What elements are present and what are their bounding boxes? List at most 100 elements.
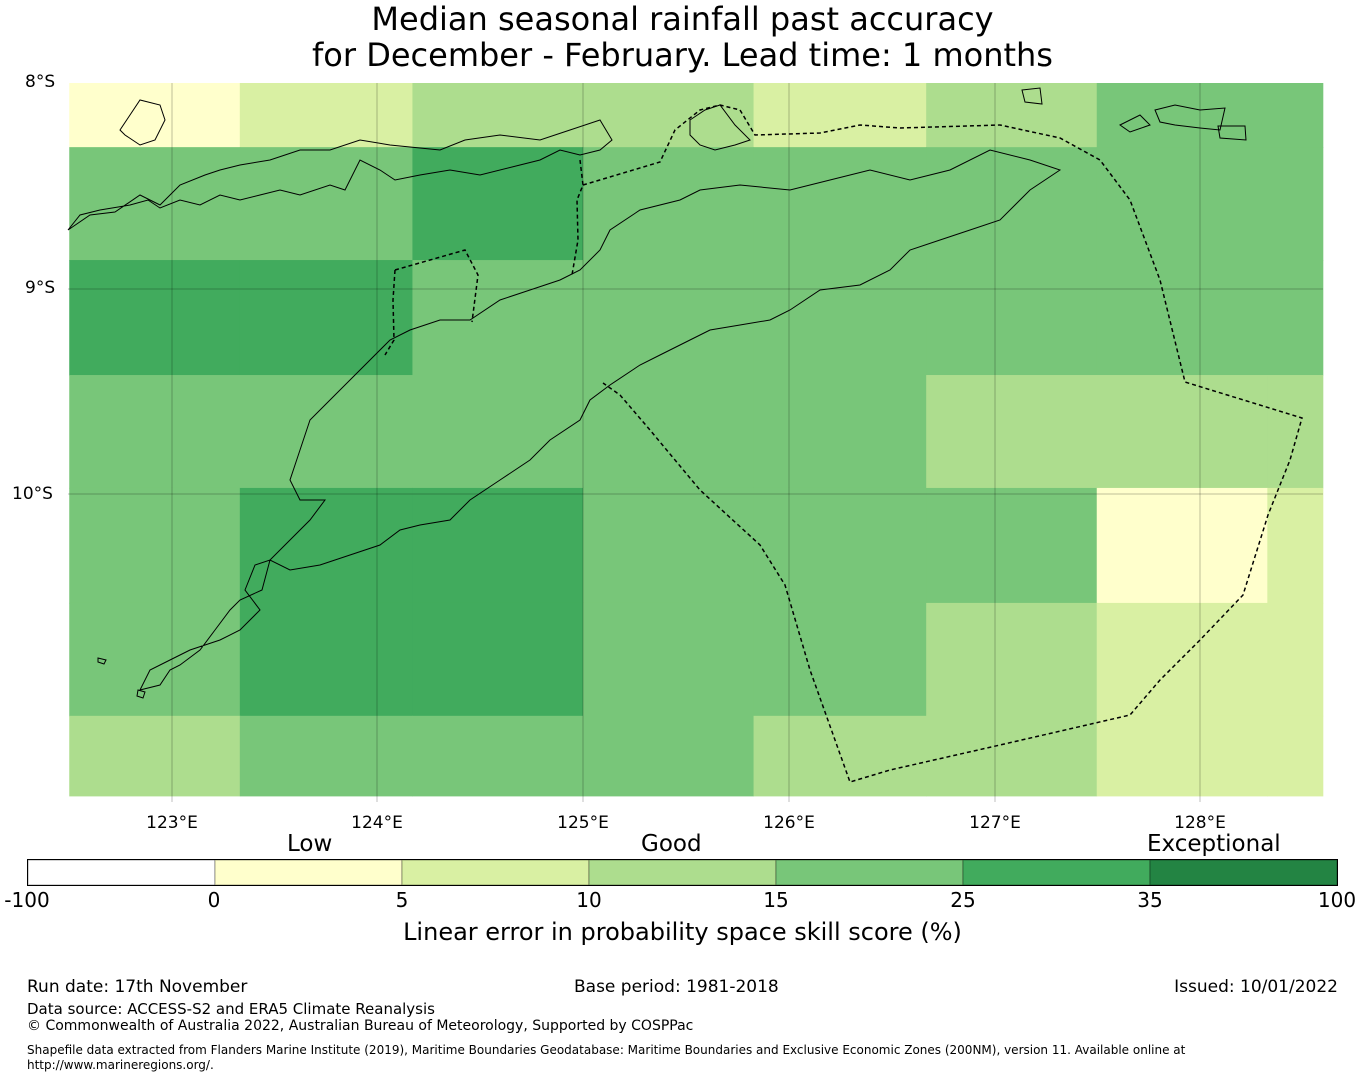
colorbar bbox=[27, 859, 1338, 886]
grid-cell bbox=[753, 260, 927, 376]
grid-cell bbox=[412, 375, 584, 489]
colorbar-tick: 0 bbox=[207, 888, 221, 912]
grid-cell bbox=[239, 375, 413, 489]
grid-cell bbox=[412, 602, 584, 717]
grid-cell bbox=[583, 147, 755, 261]
wetar-island-outline bbox=[689, 104, 751, 151]
grid-cell bbox=[926, 715, 1098, 797]
grid-cell bbox=[1096, 602, 1268, 717]
grid-cell bbox=[1096, 260, 1268, 376]
run-date: Run date: 17th November bbox=[27, 977, 248, 997]
grid-cell bbox=[239, 260, 413, 376]
colorbar-swatch bbox=[27, 859, 216, 886]
copyright: © Commonwealth of Australia 2022, Austra… bbox=[27, 1018, 694, 1034]
grid-cell bbox=[583, 260, 755, 376]
grid-cell bbox=[753, 715, 927, 797]
grid-cell bbox=[239, 715, 413, 797]
lon-label-125e: 125°E bbox=[557, 813, 609, 833]
grid-cell bbox=[69, 260, 241, 376]
lat-label-8s: 8°S bbox=[25, 72, 56, 92]
grid-cell bbox=[583, 715, 755, 797]
lat-label-10s: 10°S bbox=[12, 484, 53, 504]
grid-cell bbox=[69, 487, 241, 604]
colorbar-title: Linear error in probability space skill … bbox=[403, 918, 962, 946]
sawu-islets-outline bbox=[97, 657, 146, 699]
shapefile-credit-line-1: Shapefile data extracted from Flanders M… bbox=[27, 1043, 1186, 1057]
lat-label-9s: 9°S bbox=[25, 278, 56, 298]
main-timor-outline bbox=[139, 149, 1062, 691]
grid-cell bbox=[1267, 147, 1324, 261]
grid-cell bbox=[1096, 83, 1268, 148]
grid-cell bbox=[69, 602, 241, 717]
grid-cell bbox=[1267, 602, 1324, 717]
grid-cell bbox=[1096, 147, 1268, 261]
grid-cell bbox=[926, 147, 1098, 261]
issued-date: Issued: 10/01/2022 bbox=[1174, 977, 1338, 997]
colorbar-swatch bbox=[401, 859, 590, 886]
lon-label-124e: 124°E bbox=[351, 813, 403, 833]
colorbar-tick: -100 bbox=[4, 888, 50, 912]
grid-cell bbox=[1096, 715, 1268, 797]
kisar-island-outline bbox=[1021, 87, 1043, 105]
grid-cell bbox=[1267, 487, 1324, 604]
lakor-island-outline bbox=[1217, 125, 1247, 141]
grid-cell bbox=[412, 487, 584, 604]
skill-grid-cells bbox=[69, 83, 1324, 797]
colorbar-swatch bbox=[214, 859, 403, 886]
coastlines bbox=[67, 87, 1247, 699]
grid-cell bbox=[1096, 487, 1268, 604]
lon-label-127e: 127°E bbox=[969, 813, 1021, 833]
data-source: Data source: ACCESS-S2 and ERA5 Climate … bbox=[27, 1000, 435, 1018]
grid-cell bbox=[239, 487, 413, 604]
grid-cell bbox=[926, 487, 1098, 604]
pantar-island-outline bbox=[119, 99, 166, 146]
grid-cell bbox=[239, 602, 413, 717]
category-label-low: Low bbox=[287, 831, 333, 857]
timor-island-outline bbox=[67, 119, 613, 231]
grid-cell bbox=[926, 375, 1098, 489]
grid-cell bbox=[69, 715, 241, 797]
category-label-exceptional: Exceptional bbox=[1147, 831, 1281, 857]
grid-cell bbox=[583, 83, 755, 148]
grid-cell bbox=[69, 375, 241, 489]
grid-cell bbox=[583, 487, 755, 604]
grid-cell bbox=[583, 602, 755, 717]
colorbar-tick: 15 bbox=[763, 888, 789, 912]
grid-cell bbox=[753, 602, 927, 717]
grid-cell bbox=[412, 715, 584, 797]
colorbar-tick: 100 bbox=[1317, 888, 1357, 912]
colorbar-swatch bbox=[588, 859, 777, 886]
oecusse-boundary bbox=[384, 249, 479, 356]
grid-cell bbox=[753, 487, 927, 604]
grid-cell bbox=[1267, 375, 1324, 489]
grid-cell bbox=[583, 375, 755, 489]
lon-label-128e: 128°E bbox=[1174, 813, 1226, 833]
moa-island-outline bbox=[1154, 104, 1226, 131]
grid-cell bbox=[239, 83, 413, 148]
grid-cell bbox=[412, 260, 584, 376]
grid-cell bbox=[1267, 83, 1324, 148]
grid-cell bbox=[239, 147, 413, 261]
grid-cell bbox=[1096, 375, 1268, 489]
colorbar-tick: 35 bbox=[1137, 888, 1163, 912]
colorbar-tick: 10 bbox=[576, 888, 602, 912]
category-label-good: Good bbox=[641, 831, 702, 857]
lon-label-123e: 123°E bbox=[146, 813, 198, 833]
grid-cell bbox=[926, 602, 1098, 717]
grid-cell bbox=[412, 147, 584, 261]
grid-cell bbox=[753, 375, 927, 489]
map-title-line-1: Median seasonal rainfall past accuracy bbox=[371, 0, 994, 38]
grid-cell bbox=[1267, 260, 1324, 376]
grid-cell bbox=[753, 147, 927, 261]
grid-cell bbox=[926, 83, 1098, 148]
maritime-boundaries bbox=[384, 104, 1303, 783]
shapefile-credit-line-2: http://www.marineregions.org/. bbox=[27, 1058, 214, 1072]
grid-cell bbox=[753, 83, 927, 148]
grid-cell bbox=[1267, 715, 1324, 797]
grid-cell bbox=[69, 147, 241, 261]
map-title-line-2: for December - February. Lead time: 1 mo… bbox=[312, 36, 1053, 74]
colorbar-swatch bbox=[962, 859, 1151, 886]
colorbar-swatch bbox=[1149, 859, 1338, 886]
leti-island-outline bbox=[1119, 114, 1151, 133]
